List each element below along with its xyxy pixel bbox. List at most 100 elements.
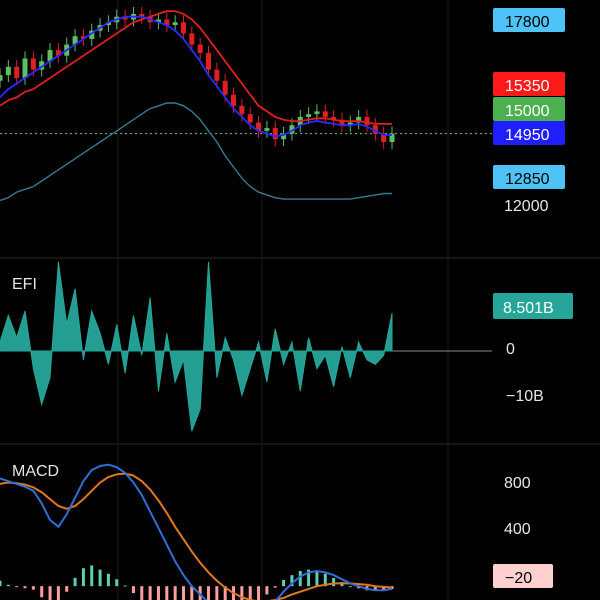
- macd-histogram-bar: [31, 586, 35, 590]
- macd-histogram-bar: [156, 586, 160, 600]
- macd-panel[interactable]: [0, 463, 394, 600]
- macd-histogram-bar: [181, 586, 185, 600]
- moving-average-blue-line: [0, 15, 392, 138]
- macd-value-tag-bg: [493, 564, 553, 588]
- macd-title: MACD: [12, 463, 59, 480]
- candle-body: [72, 36, 78, 45]
- candle-body: [55, 50, 61, 56]
- price-tag-bg: [493, 8, 565, 32]
- macd-histogram-bar: [315, 570, 319, 587]
- vertical-grid: [117, 0, 449, 600]
- candle-body: [30, 58, 36, 70]
- price-panel[interactable]: 17800: [0, 0, 549, 202]
- price-axis-label-17800: 17800: [504, 0, 549, 2]
- price-tag-bg: [493, 121, 565, 145]
- efi-axis-label-neg10b: −10B: [506, 388, 544, 405]
- candle-body: [381, 133, 387, 142]
- candle-body: [89, 30, 95, 39]
- candle-body: [264, 128, 270, 131]
- macd-histogram-bar: [298, 570, 302, 587]
- macd-histogram-bar: [73, 577, 77, 587]
- candle-body: [155, 19, 161, 23]
- candle-body: [306, 114, 312, 117]
- price-tag-label: 14950: [505, 127, 550, 144]
- efi-panel[interactable]: [0, 261, 492, 432]
- macd-histogram-bar: [373, 586, 377, 591]
- macd-histogram-bar: [90, 565, 94, 587]
- candle-body: [239, 105, 245, 115]
- price-tag-bg: [493, 97, 565, 121]
- candle-body: [139, 13, 145, 17]
- macd-histogram-bar: [15, 586, 19, 588]
- candle-body: [189, 33, 195, 45]
- macd-histogram-bar: [273, 586, 277, 588]
- candle-body: [0, 75, 3, 81]
- candle-body: [289, 125, 295, 134]
- candle-body: [14, 66, 20, 78]
- macd-histogram-bar: [48, 586, 52, 600]
- candle-body: [247, 114, 253, 123]
- candle-body: [256, 122, 262, 131]
- macd-histogram-bar: [173, 586, 177, 600]
- candle-body: [172, 22, 178, 26]
- candle-body: [389, 133, 395, 142]
- macd-histogram-bar: [348, 586, 352, 588]
- macd-histogram-bar: [323, 573, 327, 587]
- candle-body: [47, 50, 53, 62]
- candle-body: [206, 52, 212, 70]
- efi-area: [0, 261, 393, 432]
- macd-histogram-bar: [148, 586, 152, 600]
- price-tag-label: 17800: [505, 14, 550, 31]
- macd-histogram-bar: [165, 586, 169, 600]
- candle-body: [322, 111, 328, 117]
- candle-body: [231, 94, 237, 106]
- macd-histogram-bar: [265, 586, 269, 595]
- macd-histogram-bar: [240, 586, 244, 600]
- macd-axis-label-800: 800: [504, 475, 531, 492]
- macd-value-tag: −20: [493, 564, 553, 588]
- macd-histogram-bar: [223, 586, 227, 600]
- candle-body: [5, 66, 11, 76]
- candle-body: [364, 116, 370, 126]
- candle-body: [122, 16, 128, 20]
- efi-title: EFI: [12, 276, 37, 293]
- macd-histogram-bar: [215, 586, 219, 600]
- macd-histogram-bar: [81, 568, 85, 587]
- macd-signal-line: [0, 472, 393, 600]
- macd-histogram-bar: [98, 569, 102, 587]
- macd-histogram-bar: [23, 586, 27, 589]
- macd-histogram-bar: [106, 573, 110, 587]
- candle-body: [180, 22, 186, 34]
- efi-axis-label-zero: 0: [506, 341, 515, 358]
- macd-line: [0, 463, 393, 600]
- macd-histogram-bar: [307, 569, 311, 587]
- macd-histogram-bar: [382, 586, 386, 590]
- candle-body: [22, 58, 28, 78]
- candle-body: [347, 122, 353, 126]
- candle-body: [272, 128, 278, 140]
- macd-histogram-bar: [6, 584, 10, 587]
- macd-histogram-bar: [65, 586, 69, 592]
- macd-histogram-bar: [290, 575, 294, 587]
- candle-body: [281, 133, 287, 140]
- candle-body: [80, 36, 86, 39]
- macd-histogram-bar: [282, 579, 286, 587]
- price-tag-label: 15000: [505, 103, 550, 120]
- candle-body: [356, 116, 362, 123]
- macd-histogram-bar: [56, 586, 60, 600]
- efi-value-tag-label: 8.501B: [503, 300, 554, 317]
- candle-body: [339, 119, 345, 126]
- efi-value-tag-bg: [493, 293, 573, 319]
- macd-histogram-bar: [207, 586, 211, 600]
- macd-histogram-bar: [131, 586, 135, 594]
- candle-body: [214, 69, 220, 81]
- bollinger-lower-line: [0, 102, 392, 202]
- macd-histogram-bar: [115, 579, 119, 587]
- efi-value-tag: 8.501B: [493, 293, 573, 319]
- macd-histogram-bar: [248, 586, 252, 600]
- macd-histogram-bar: [190, 586, 194, 600]
- price-tag-bg: [493, 72, 565, 96]
- macd-histogram-bar: [332, 577, 336, 587]
